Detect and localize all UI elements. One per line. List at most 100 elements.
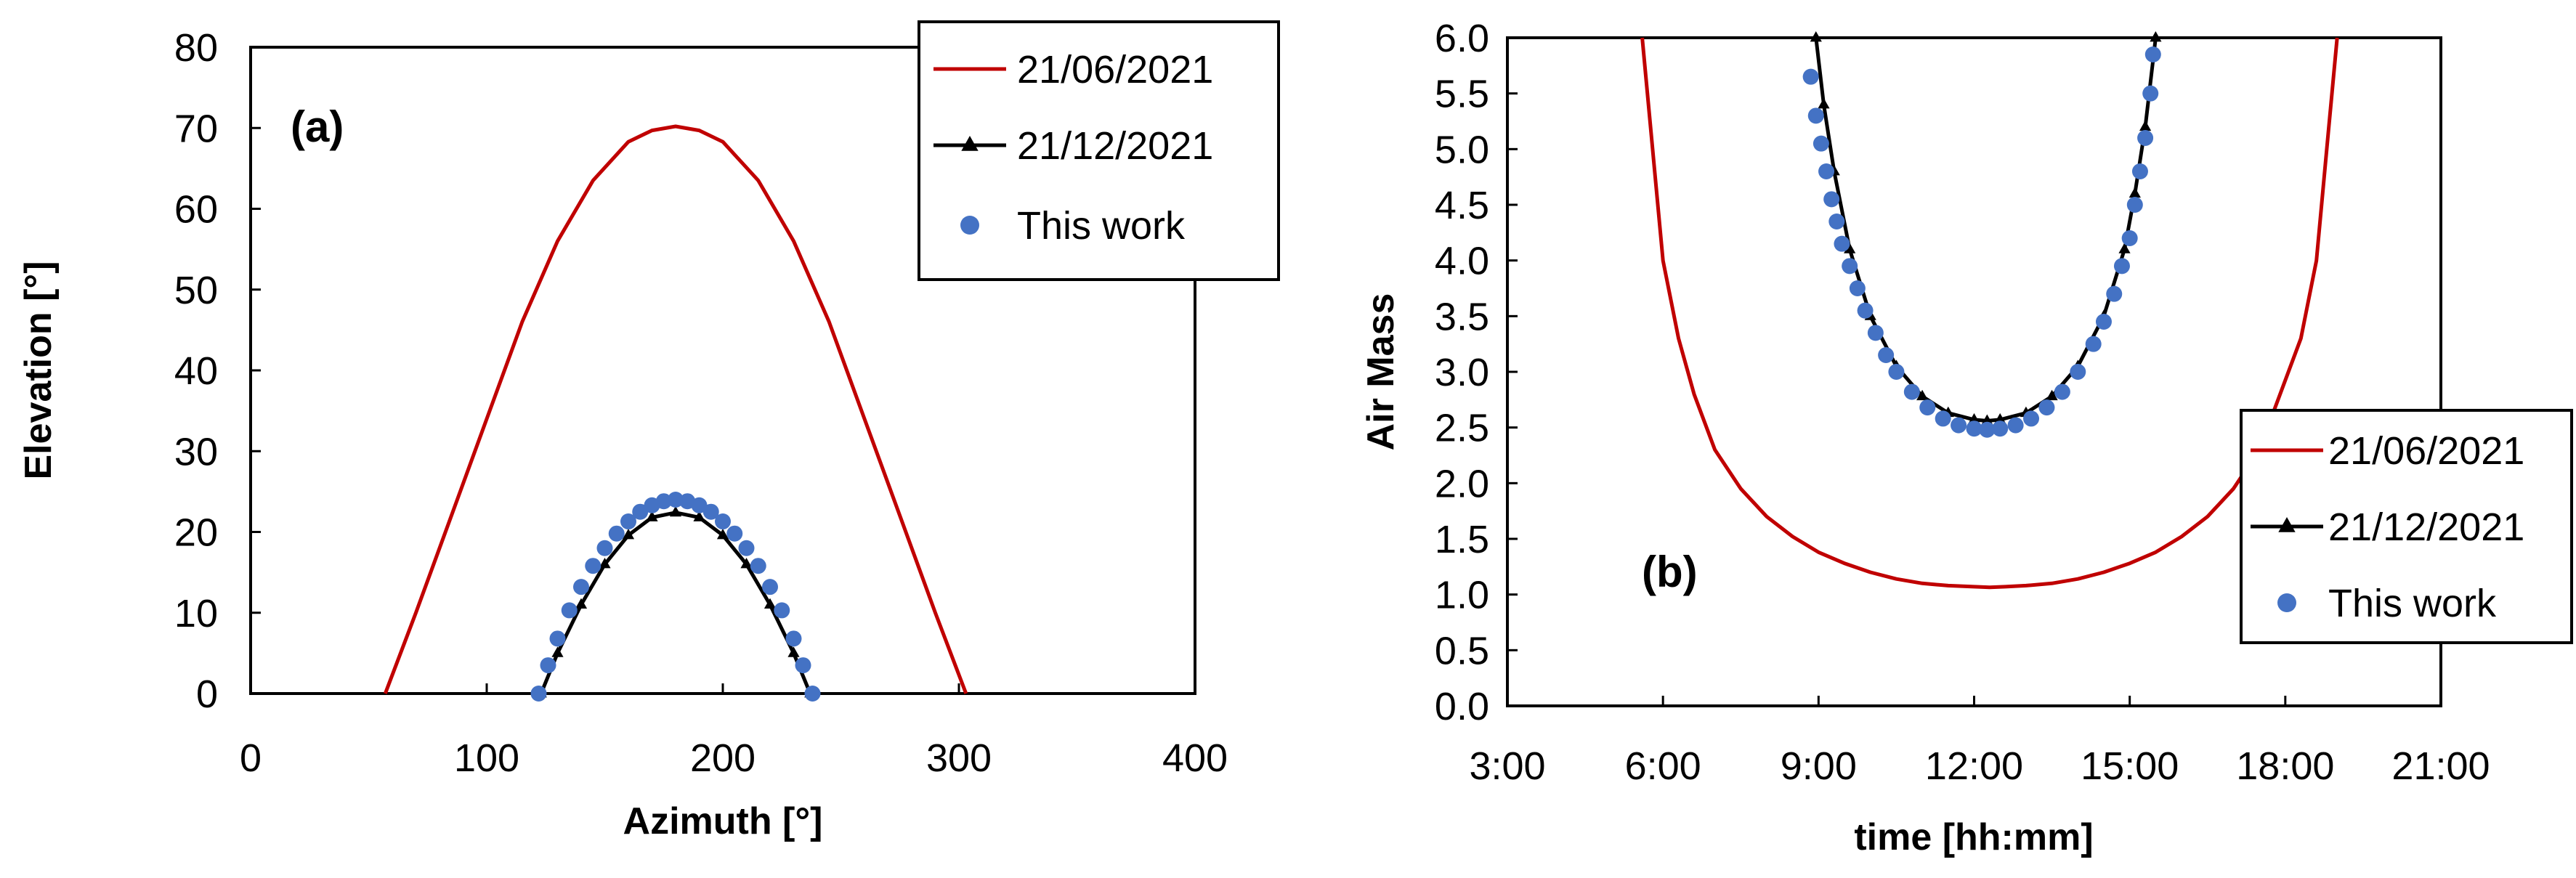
triangle-marker: [1818, 98, 1830, 109]
legend-label: 21/12/2021: [2328, 505, 2524, 549]
data-point: [1834, 235, 1850, 252]
data-point: [1966, 420, 1982, 437]
panel-b-label: (b): [1642, 548, 1698, 596]
panel-a-x-ticks: 0 100 200 300 400: [240, 683, 1228, 780]
panel-a-y-axis-title: Elevation [°]: [17, 261, 60, 479]
data-point: [1828, 214, 1845, 229]
triangle-marker: [740, 558, 753, 569]
data-point: [2070, 364, 2086, 380]
triangle-marker: [787, 646, 800, 657]
data-point: [785, 630, 802, 647]
panel-b-series: [1640, 31, 2339, 590]
panel-b-air-mass-chart: 3:00 6:00 9:00 12:00 15:00 18:00 21:00 0.0 0.5 1…: [1360, 17, 2573, 858]
y-tick-label: 1.5: [1435, 518, 1489, 561]
data-point: [1802, 68, 1819, 85]
data-point: [2095, 314, 2112, 330]
x-tick-label: 6:00: [1625, 744, 1701, 788]
data-point: [573, 579, 589, 596]
panel-a-label: (a): [291, 102, 344, 151]
data-point: [1951, 417, 1967, 434]
data-point: [2137, 130, 2154, 146]
data-point: [738, 540, 755, 556]
legend-dot-marker: [2277, 593, 2296, 612]
y-tick-label: 6.0: [1435, 17, 1489, 60]
data-point: [2054, 383, 2070, 400]
y-tick-label: 0.5: [1435, 629, 1489, 672]
panel-a-x-axis-title: Azimuth [°]: [623, 800, 823, 842]
legend-label: 21/06/2021: [2328, 429, 2524, 473]
data-point: [691, 497, 708, 513]
triangle-marker: [2129, 187, 2141, 198]
series-line: [1814, 37, 2158, 423]
data-point: [549, 630, 566, 647]
x-tick-label: 100: [454, 736, 519, 780]
y-tick-label: 70: [174, 107, 218, 150]
legend-triangle-marker: [2278, 517, 2296, 532]
panel-a-legend-box: [918, 20, 1280, 281]
data-point: [596, 540, 613, 556]
x-tick-label: 9:00: [1781, 744, 1857, 788]
triangle-marker: [1810, 31, 1822, 42]
data-point: [2131, 163, 2148, 179]
triangle-marker: [693, 511, 705, 521]
data-point: [795, 657, 811, 674]
legend-dot-marker: [960, 216, 979, 235]
triangle-marker: [599, 558, 611, 569]
data-point: [561, 602, 578, 619]
y-tick-label: 50: [174, 269, 218, 312]
data-point: [2142, 85, 2159, 102]
panel-a-elevation-chart: 0 100 200 300 400 0 10 20 30 40 50 60 70 80 (a) Azim…: [17, 20, 1280, 842]
data-point: [1878, 347, 1895, 363]
triangle-marker: [646, 511, 658, 521]
data-point: [702, 503, 719, 520]
y-tick-label: 10: [174, 592, 218, 635]
data-point: [585, 558, 602, 574]
triangle-marker: [575, 598, 588, 609]
data-point: [1935, 410, 1951, 427]
legend-triangle-marker: [961, 136, 979, 151]
y-tick-label: 4.5: [1435, 184, 1489, 227]
data-point: [1818, 163, 1835, 179]
panel-b-y-axis-title: Air Mass: [1360, 293, 1402, 451]
data-point: [1992, 420, 2009, 437]
x-tick-label: 3:00: [1469, 744, 1545, 788]
data-point: [2038, 399, 2055, 416]
x-tick-label: 12:00: [1925, 744, 2023, 788]
series-line: [383, 124, 968, 694]
data-point: [1807, 107, 1824, 124]
data-point: [668, 492, 684, 508]
data-point: [1979, 421, 1996, 438]
data-point: [1919, 399, 1936, 416]
data-point: [1823, 191, 1840, 208]
y-tick-label: 2.0: [1435, 462, 1489, 505]
data-point: [774, 602, 790, 619]
x-tick-label: 300: [926, 736, 992, 780]
data-point: [1888, 364, 1905, 380]
data-point: [655, 493, 672, 510]
data-point: [2121, 230, 2138, 246]
data-point: [1842, 258, 1858, 275]
data-point: [804, 686, 821, 702]
triangle-marker: [2046, 389, 2058, 401]
triangle-marker: [1968, 412, 1980, 424]
data-point: [2126, 197, 2143, 213]
y-tick-label: 40: [174, 349, 218, 393]
x-tick-label: 200: [690, 736, 756, 780]
y-tick-label: 0.0: [1435, 685, 1489, 728]
triangle-marker: [716, 528, 729, 540]
data-point: [762, 579, 778, 596]
x-tick-label: 0: [240, 736, 262, 780]
data-point: [632, 503, 649, 520]
data-point: [2144, 46, 2161, 62]
y-tick-label: 4.0: [1435, 240, 1489, 283]
data-point: [620, 513, 636, 530]
legend-label: This work: [1017, 204, 1186, 248]
panel-b-x-axis-title: time [hh:mm]: [1854, 816, 2093, 858]
triangle-marker: [622, 528, 635, 540]
series-line: [1640, 37, 2339, 590]
y-tick-label: 3.0: [1435, 351, 1489, 394]
legend-label: 21/06/2021: [1017, 48, 1213, 92]
triangle-marker: [1994, 412, 2006, 424]
data-point: [530, 686, 547, 702]
x-tick-label: 400: [1162, 736, 1228, 780]
